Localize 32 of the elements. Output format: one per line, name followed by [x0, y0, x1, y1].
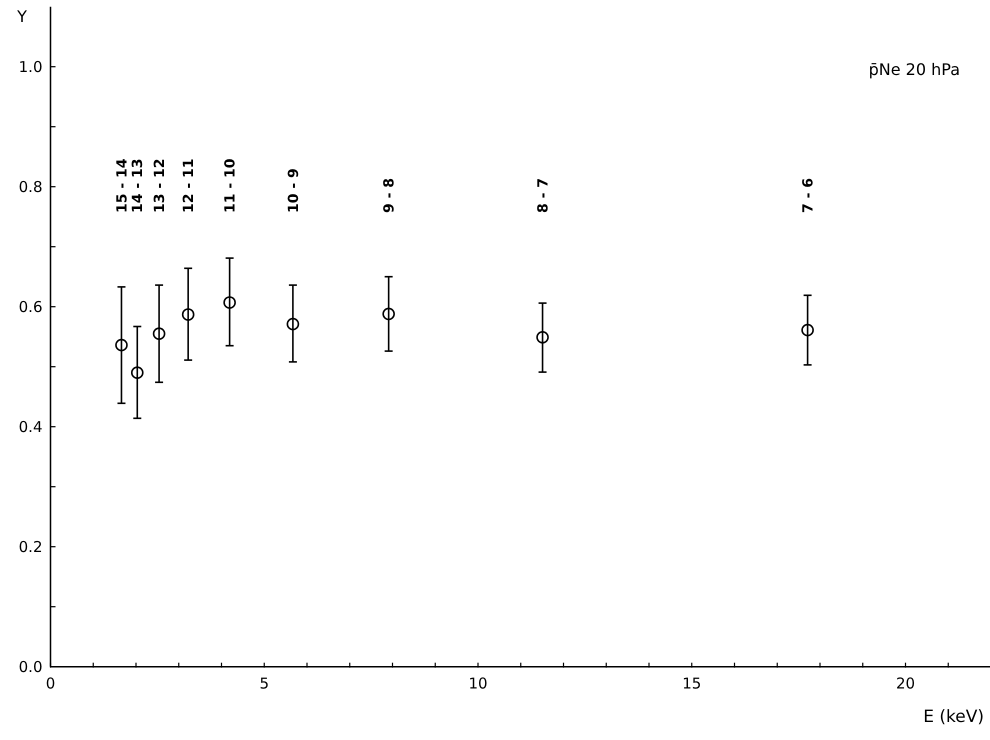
y-tick-label: 0.0 — [18, 658, 42, 676]
point — [223, 296, 236, 309]
y-tick-label: 1.0 — [18, 58, 42, 76]
annotation: p̄Ne 20 hPa — [868, 60, 960, 79]
x-tick-label: 20 — [896, 674, 916, 693]
annotation: 11 - 10 — [222, 158, 239, 213]
x-tick-label: 10 — [468, 674, 488, 693]
annotation: 9 - 8 — [382, 178, 398, 213]
annotation: 12 - 11 — [181, 158, 198, 213]
y-tick-label: 0.6 — [18, 298, 42, 316]
point — [182, 308, 194, 321]
x-tick-label: 5 — [259, 674, 270, 693]
point — [130, 366, 144, 379]
annotation: 15 - 14 — [114, 158, 130, 213]
annotation: 13 - 12 — [152, 158, 168, 213]
annotation: 10 - 9 — [286, 168, 302, 213]
point — [536, 331, 549, 344]
x-axis-title: E (keV) — [923, 707, 984, 727]
point — [152, 327, 166, 340]
point — [286, 318, 300, 330]
y-tick-label: 0.2 — [18, 538, 42, 556]
annotation: 14 - 13 — [130, 158, 146, 213]
x-tick-label: 0 — [46, 674, 56, 693]
y-tick-label: 0.4 — [18, 418, 42, 436]
point — [115, 338, 128, 352]
annotation: 7 - 6 — [800, 178, 816, 213]
y-tick-label: 0.8 — [18, 178, 42, 196]
y-axis-title: Y — [16, 7, 28, 26]
point — [801, 324, 814, 336]
point — [382, 308, 395, 320]
annotation: 8 - 7 — [535, 178, 552, 213]
x-tick-label: 15 — [682, 674, 702, 693]
